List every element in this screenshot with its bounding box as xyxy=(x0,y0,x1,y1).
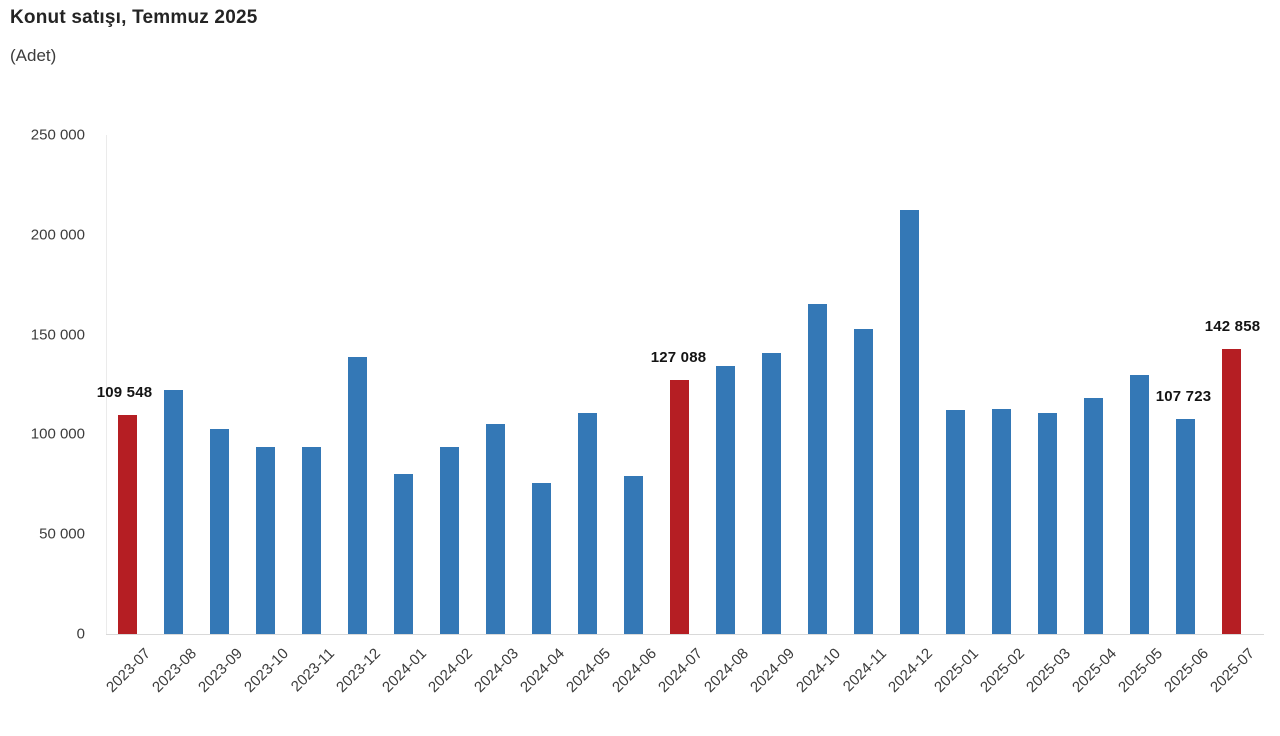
bar-2024-07[interactable] xyxy=(670,380,689,634)
bar-2025-07[interactable] xyxy=(1222,348,1241,634)
bar-2025-02[interactable] xyxy=(992,408,1011,634)
bar-2024-02[interactable] xyxy=(440,446,459,634)
value-label-2025-06: 107 723 xyxy=(1155,388,1212,405)
chart-title: Konut satışı, Temmuz 2025 xyxy=(10,7,258,28)
y-axis: 0 50 000 100 000 150 000 200 000 250 000 xyxy=(0,0,85,736)
y-tick-label: 0 xyxy=(76,625,85,643)
bar-2023-11[interactable] xyxy=(302,447,321,634)
bar-2023-10[interactable] xyxy=(256,446,275,634)
y-tick-label: 250 000 xyxy=(30,126,85,144)
y-axis-line xyxy=(106,135,107,634)
bar-2024-08[interactable] xyxy=(716,366,735,634)
bar-2024-04[interactable] xyxy=(532,483,551,634)
bar-2024-01[interactable] xyxy=(394,473,413,634)
bar-2023-08[interactable] xyxy=(164,390,183,634)
bar-2025-05[interactable] xyxy=(1130,374,1149,634)
bar-2025-01[interactable] xyxy=(946,410,965,634)
value-label-2025-07: 142 858 xyxy=(1204,317,1261,335)
y-tick-label: 150 000 xyxy=(30,326,85,344)
bar-2024-09[interactable] xyxy=(762,352,781,634)
bar-2025-03[interactable] xyxy=(1038,412,1057,634)
bar-2024-05[interactable] xyxy=(578,413,597,634)
bar-2023-12[interactable] xyxy=(348,357,367,634)
y-tick-label: 100 000 xyxy=(30,425,85,443)
value-label-2024-07: 127 088 xyxy=(650,349,707,367)
bar-2023-07[interactable] xyxy=(118,415,137,634)
plot-area: 2023-07 109 548 2023-08 2023-09 2023-10 2023-… xyxy=(97,135,1270,696)
bar-2024-03[interactable] xyxy=(486,423,505,634)
bar-2025-04[interactable] xyxy=(1084,397,1103,634)
bar-2024-10[interactable] xyxy=(808,304,827,634)
bar-2024-12[interactable] xyxy=(900,209,919,634)
bar-2023-09[interactable] xyxy=(210,429,229,634)
value-label-2023-07: 109 548 xyxy=(96,384,153,402)
bar-2024-06[interactable] xyxy=(624,475,643,634)
bar-2025-06[interactable] xyxy=(1176,419,1195,634)
chart-unit-label: (Adet) xyxy=(10,46,57,65)
y-tick-label: 50 000 xyxy=(39,525,85,543)
bar-2024-11[interactable] xyxy=(854,328,873,634)
y-tick-label: 200 000 xyxy=(30,226,85,244)
x-axis-line xyxy=(106,634,1264,635)
